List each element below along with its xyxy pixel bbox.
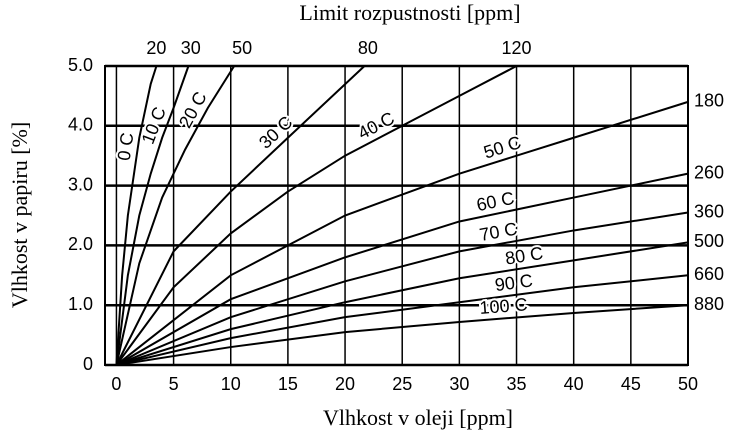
top-tick-label: 20 <box>146 38 166 58</box>
curve <box>115 65 236 366</box>
x-tick-label: 0 <box>111 374 121 394</box>
x-tick-label: 40 <box>564 374 584 394</box>
top-tick-label: 120 <box>502 38 532 58</box>
x-tick-label: 15 <box>278 374 298 394</box>
curve-label: 100 C <box>479 294 528 318</box>
x-tick-label: 10 <box>221 374 241 394</box>
y-tick-label: 5.0 <box>68 55 93 75</box>
x-tick-label: 25 <box>392 374 412 394</box>
x-tick-label: 50 <box>678 374 698 394</box>
right-tick-label: 880 <box>694 294 724 314</box>
x-tick-label: 45 <box>621 374 641 394</box>
curve-label: 0 C <box>114 131 138 162</box>
right-tick-label: 500 <box>694 231 724 251</box>
curve <box>116 304 689 366</box>
y-axis-label: Vlhkost v papiru [%] <box>7 122 32 308</box>
curve <box>115 100 689 366</box>
curve <box>115 65 190 366</box>
chart-title: Limit rozpustnosti [ppm] <box>299 0 520 25</box>
top-tick-label: 50 <box>232 38 252 58</box>
top-tick-label: 30 <box>181 38 201 58</box>
curve <box>115 172 689 366</box>
y-tick-label: 2.0 <box>68 234 93 254</box>
curve <box>116 274 689 366</box>
curve <box>115 65 158 366</box>
right-tick-label: 180 <box>694 91 724 111</box>
curve <box>115 65 517 366</box>
top-tick-label: 80 <box>358 38 378 58</box>
x-tick-label: 20 <box>335 374 355 394</box>
y-tick-label: 0 <box>83 354 93 374</box>
x-axis-label: Vlhkost v oleji [ppm] <box>323 405 513 430</box>
y-tick-label: 1.0 <box>68 294 93 314</box>
x-tick-label: 30 <box>449 374 469 394</box>
x-tick-label: 5 <box>169 374 179 394</box>
curve <box>116 211 689 366</box>
right-tick-label: 660 <box>694 264 724 284</box>
x-tick-label: 35 <box>507 374 527 394</box>
curve <box>116 241 689 366</box>
right-tick-label: 360 <box>694 201 724 221</box>
y-tick-label: 4.0 <box>68 115 93 135</box>
y-tick-label: 3.0 <box>68 174 93 194</box>
right-tick-label: 260 <box>694 162 724 182</box>
curve <box>115 65 366 366</box>
